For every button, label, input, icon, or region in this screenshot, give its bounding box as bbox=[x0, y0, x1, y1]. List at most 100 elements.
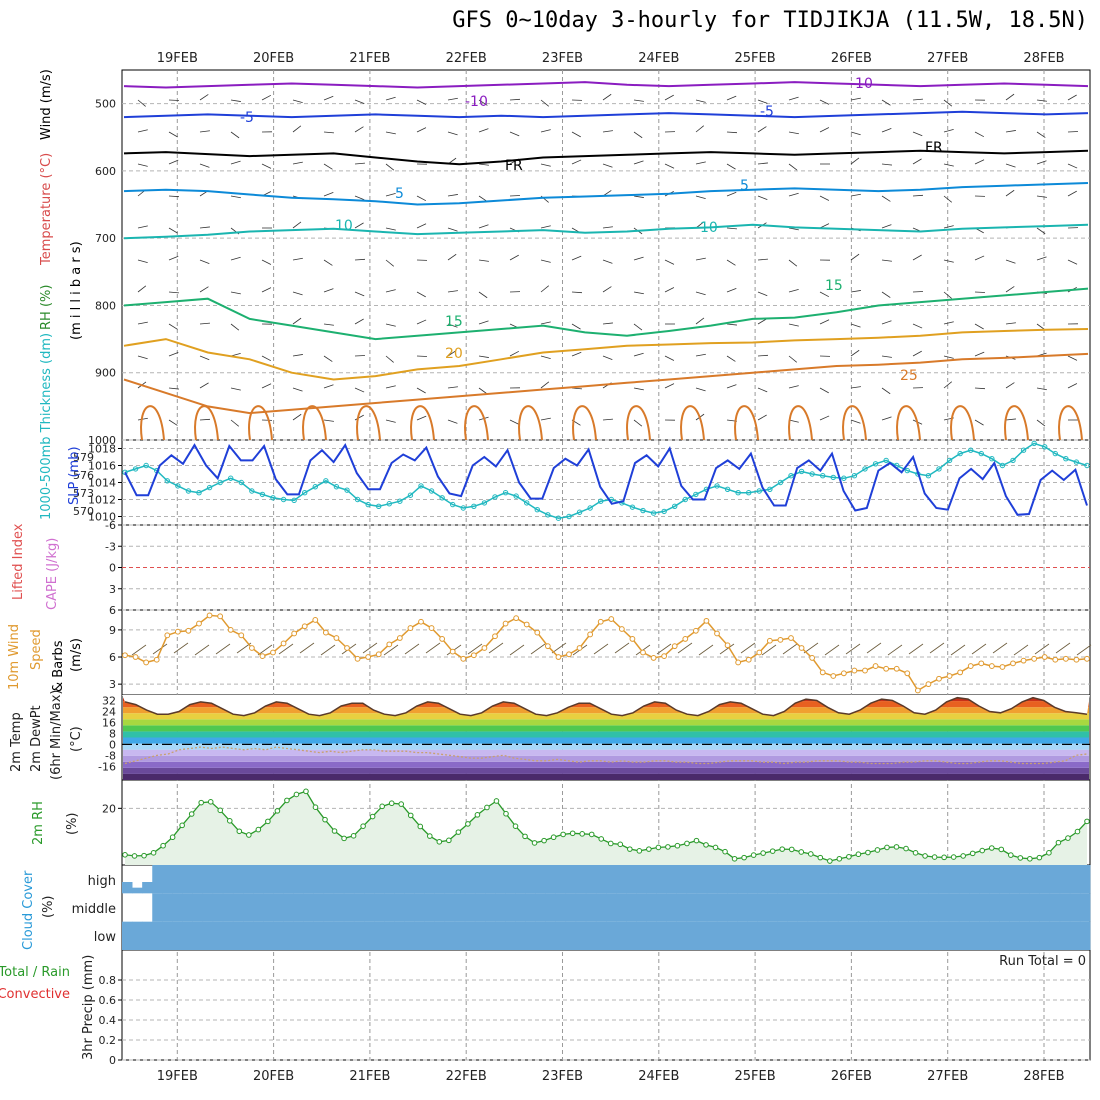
rh-point bbox=[217, 807, 224, 814]
cloud-cell-high bbox=[706, 865, 718, 894]
wind-barb bbox=[416, 355, 428, 357]
thickness-tick-label: 579 bbox=[73, 451, 94, 464]
surface-barb bbox=[1013, 644, 1029, 656]
rh-point bbox=[322, 816, 328, 823]
cloud-cell-middle bbox=[858, 893, 869, 922]
warm-cell bbox=[734, 405, 759, 441]
wind-barb bbox=[168, 227, 178, 234]
thickness-point bbox=[259, 491, 266, 498]
wind-barb bbox=[540, 259, 551, 263]
wind-barb bbox=[881, 387, 891, 395]
wind-barb bbox=[199, 322, 210, 325]
cloud-cell-low bbox=[132, 921, 143, 950]
cloud-cell-low bbox=[979, 921, 990, 950]
wind-barb bbox=[1067, 131, 1079, 133]
wind-speed-point bbox=[957, 669, 964, 676]
wind-barb bbox=[509, 350, 520, 357]
cloud-unit-label: (%) bbox=[41, 896, 56, 919]
warm-cell bbox=[842, 405, 867, 441]
wind-speed-point bbox=[217, 613, 224, 620]
rh-point bbox=[198, 799, 204, 806]
cloud-cell-high bbox=[474, 865, 486, 894]
cloud-cell-low bbox=[999, 921, 1010, 950]
wind-barb bbox=[478, 224, 489, 229]
rh-point bbox=[912, 850, 919, 856]
cloud-cell-high bbox=[636, 865, 647, 894]
cloud-cell-low bbox=[797, 921, 809, 950]
cloud-cell-middle bbox=[1039, 893, 1051, 922]
wind-speed-line bbox=[124, 614, 1088, 692]
thickness-tick-label: 573 bbox=[73, 487, 94, 500]
surface-barb bbox=[656, 643, 672, 655]
wind-barb bbox=[850, 323, 861, 328]
panel-frame-wind10m bbox=[121, 609, 1091, 696]
rh-point bbox=[455, 829, 462, 835]
wind-barb bbox=[881, 320, 892, 325]
cloud-cell-middle bbox=[303, 893, 314, 922]
cloud-cell-high bbox=[716, 865, 728, 894]
date-label-top: 27FEB bbox=[927, 51, 968, 66]
y-tick-label: 0.4 bbox=[99, 1014, 117, 1027]
cloud-cell-middle bbox=[848, 893, 859, 922]
rh-point bbox=[274, 808, 281, 814]
surface-barb bbox=[803, 642, 819, 654]
wind-barb bbox=[323, 384, 334, 389]
wind-barb bbox=[292, 125, 302, 133]
rh-point bbox=[836, 855, 843, 862]
wind-barb bbox=[137, 321, 148, 325]
wind-speed-point bbox=[925, 681, 932, 688]
wind-barb bbox=[354, 291, 365, 297]
cloud-cell-high bbox=[737, 865, 748, 894]
rh-unit-label: (%) bbox=[65, 813, 80, 836]
thickness-point bbox=[492, 494, 498, 500]
warm-cell bbox=[896, 405, 921, 441]
rh-point bbox=[598, 836, 605, 842]
cloud-cell-low bbox=[1059, 921, 1071, 950]
cloud-cell-high bbox=[243, 865, 254, 894]
cloud-cell-low bbox=[283, 921, 294, 950]
wind-barb bbox=[354, 355, 366, 357]
cloud-cell-high bbox=[817, 865, 829, 894]
wind-speed-point bbox=[936, 675, 942, 682]
cloud-cell-high bbox=[485, 865, 496, 894]
wind-barb bbox=[385, 227, 396, 231]
warm-cell bbox=[788, 405, 813, 441]
cloud-cell-middle bbox=[716, 893, 728, 922]
thickness-point bbox=[809, 471, 815, 477]
wind-speed-point bbox=[227, 626, 234, 633]
y-tick-label: -8 bbox=[105, 749, 116, 762]
rh-point bbox=[265, 818, 271, 825]
wind-barb bbox=[230, 99, 241, 102]
cloud-cell-middle bbox=[989, 893, 1000, 922]
cloud-cell-high bbox=[958, 865, 970, 894]
cloud-cell-high bbox=[928, 865, 940, 894]
rh-point bbox=[684, 840, 690, 847]
wind-speed-point bbox=[523, 621, 530, 628]
wind-barb bbox=[1036, 256, 1047, 261]
rh-point bbox=[646, 846, 652, 852]
cloud-cell-low bbox=[555, 921, 567, 950]
wind-speed-point bbox=[344, 645, 350, 651]
rh-point bbox=[941, 854, 947, 861]
wind-barb bbox=[137, 355, 148, 360]
rh-point bbox=[407, 812, 414, 819]
cloud-cell-low bbox=[343, 921, 355, 950]
cloud-cell-high bbox=[696, 865, 708, 894]
wind-speed-point bbox=[143, 659, 150, 666]
wind-barb bbox=[261, 383, 272, 389]
surface-barb bbox=[593, 643, 609, 655]
wind-speed-point bbox=[1020, 657, 1027, 664]
wind-speed-point bbox=[418, 618, 424, 625]
wind-barb bbox=[540, 99, 550, 107]
wind-barb bbox=[571, 323, 581, 330]
thickness-point bbox=[788, 473, 794, 479]
temp-color-band bbox=[123, 767, 1089, 774]
contour-label: 20 bbox=[445, 346, 463, 362]
date-label-bottom: 23FEB bbox=[542, 1069, 583, 1084]
wind-speed-point bbox=[185, 627, 192, 634]
warm-cell bbox=[572, 405, 597, 441]
wind-barb bbox=[447, 253, 457, 261]
wind-speed-point bbox=[322, 629, 329, 636]
cloud-cell-low bbox=[827, 921, 839, 950]
wind-barb bbox=[168, 131, 178, 138]
